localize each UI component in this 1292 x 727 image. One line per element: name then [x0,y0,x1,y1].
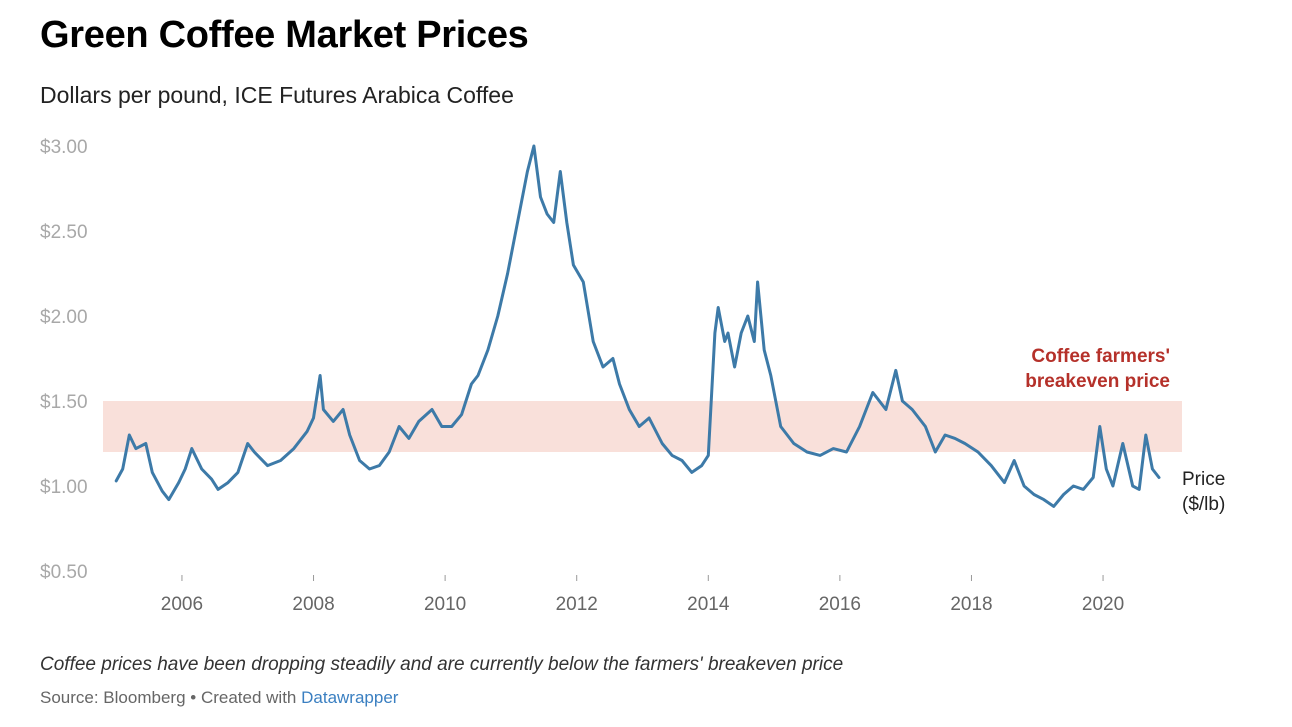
y-axis: $0.50 $1.00 $1.50 $2.00 $2.50 $3.00 [40,137,88,583]
chart-subtitle: Dollars per pound, ICE Futures Arabica C… [40,82,514,108]
x-tick-label: 2006 [161,594,203,615]
chart-title: Green Coffee Market Prices [40,14,529,56]
chart-note: Coffee prices have been dropping steadil… [40,654,844,675]
breakeven-label-line: Coffee farmers' [1031,346,1170,367]
x-tick-label: 2018 [950,594,992,615]
y-tick-label: $2.00 [40,307,88,328]
y-tick-label: $2.50 [40,222,88,243]
x-tick-label: 2014 [687,594,730,615]
x-tick-label: 2012 [556,594,598,615]
x-axis: 2006 2008 2010 2012 2014 2016 2018 2020 [161,575,1124,615]
y-tick-label: $3.00 [40,137,88,158]
series-label: Price ($/lb) [1182,469,1225,515]
series-name-line: ($/lb) [1182,494,1225,515]
datawrapper-link[interactable]: Datawrapper [301,688,399,707]
y-tick-label: $1.00 [40,477,88,498]
created-with-text: Created with [200,688,297,707]
breakeven-band [103,401,1182,452]
source-line: Source: Bloomberg • Created with Datawra… [40,688,398,708]
price-series-line [114,144,1161,508]
source-separator: • [190,688,197,707]
x-tick-label: 2020 [1082,594,1124,615]
breakeven-label: Coffee farmers' breakeven price [1025,346,1170,392]
price-chart: $0.50$1.00$1.50$2.00$2.50$3.00 2006 2008 2… [40,137,1225,615]
y-tick-label: $0.50 [40,562,88,583]
source-text: Source: Bloomberg [40,688,186,707]
series-name-line: Price [1182,469,1225,490]
x-tick-label: 2010 [424,594,466,615]
y-tick-label: $1.50 [40,392,88,413]
breakeven-label-line: breakeven price [1025,371,1170,392]
x-tick-label: 2008 [292,594,334,615]
x-tick-label: 2016 [819,594,861,615]
